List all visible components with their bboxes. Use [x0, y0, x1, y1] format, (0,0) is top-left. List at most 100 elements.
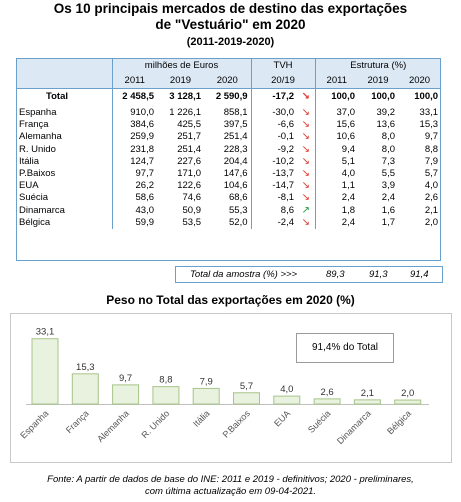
share-2019: 3,9 [381, 180, 396, 192]
share-2019: 39,2 [376, 107, 396, 119]
country-name: Itália [16, 155, 113, 168]
share-2011: 1,1 [341, 180, 356, 192]
share-2011: 4,0 [341, 168, 356, 180]
tvh-value: -0,1 [277, 131, 295, 143]
data-label: 2,6 [320, 387, 333, 398]
category-label: Espanha [18, 408, 50, 440]
trend-down-icon: ↘ [297, 143, 316, 156]
country-name: Alemanha [16, 131, 113, 144]
tvh-value: -14,7 [272, 180, 295, 192]
value-2011: 124,7 [130, 155, 154, 167]
category-label: R. Unido [139, 408, 171, 440]
share-2020: 8,8 [424, 143, 439, 155]
value-2011: 97,7 [135, 168, 155, 180]
country-name: França [16, 119, 113, 132]
table-row: Bélgica 59,9 53,5 52,0 -2,4 ↘ 2,4 1,7 2,0 [16, 216, 441, 229]
value-2011: 26,2 [135, 180, 155, 192]
value-2019: 53,5 [182, 216, 202, 228]
exports-table: milhões de Euros TVH Estrutura (%) 2011 … [16, 58, 442, 229]
structure-header: Estrutura (%) [315, 58, 442, 73]
title-line-2: de "Vestuário" em 2020 [155, 17, 306, 32]
share-2020: 9,7 [424, 131, 439, 143]
value-2020: 55,3 [204, 204, 252, 217]
country-name: Bélgica [16, 216, 113, 229]
corner-cell [16, 58, 113, 73]
data-label: 2,0 [401, 388, 414, 399]
value-2020: 397,5 [204, 119, 252, 132]
chart-title: Peso no Total das exportações em 2020 (%… [106, 293, 355, 307]
table-row: Alemanha 259,9 251,7 251,4 -0,1 ↘ 10,6 8,0 9,7 [16, 131, 441, 144]
source-line-2: com última actualização em 09-04-2021. [144, 486, 317, 497]
total-share-2020: 100,0 [414, 90, 439, 102]
share-2011: 1,8 [341, 204, 356, 216]
share-2020: 7,9 [424, 155, 439, 167]
bar-chart: 33,1 Espanha 15,3 França 9,7 Alemanha 8,8 R. Un… [18, 327, 429, 446]
tvh-value: -6,6 [277, 119, 295, 131]
trend-down-icon: ↘ [297, 192, 316, 205]
table-row: R. Unido 231,8 251,4 228,3 -9,2 ↘ 9,4 8,0 8,8 [16, 143, 441, 156]
value-2020: 147,6 [204, 167, 252, 181]
total-2011: 2 458,5 [122, 90, 154, 102]
share-2011: 15,6 [336, 119, 356, 131]
trend-down-icon: ↘ [297, 216, 316, 229]
share-2019: 1,6 [381, 204, 396, 216]
value-2019: 251,4 [177, 143, 201, 155]
total-tvh: -17,2 [272, 90, 295, 102]
trend-down-icon: ↘ [297, 119, 316, 132]
data-label: 15,3 [76, 362, 95, 373]
table-row: Espanha 910,0 1 226,1 858,1 -30,0 ↘ 37,0 39,2 33… [16, 107, 441, 120]
data-label: 7,9 [200, 376, 213, 387]
sample-2020: 91,4 [410, 269, 429, 280]
tvh-value: -30,0 [272, 107, 295, 119]
total-row: Total 2 458,5 3 128,1 2 590,9 -17,2 ↘ 10… [16, 88, 441, 104]
value-2011: 910,0 [130, 107, 154, 119]
share-2020: 33,1 [419, 107, 439, 119]
sample-2019: 91,3 [369, 269, 388, 280]
col-2011: 2011 [112, 73, 157, 89]
bar-dinamarca [353, 399, 381, 405]
value-2019: 74,6 [182, 192, 202, 204]
data-label: 5,7 [240, 381, 253, 392]
share-2020: 2,6 [424, 192, 439, 204]
trend-down-icon: ↘ [297, 167, 316, 181]
table-row: Suécia 58,6 74,6 68,6 -8,1 ↘ 2,4 2,4 2,6 [16, 192, 441, 205]
value-2011: 58,6 [135, 192, 155, 204]
total-2020: 2 590,9 [204, 88, 252, 104]
spacer-row [16, 104, 441, 107]
sample-total-row: Total da amostra (%) >>> 89,3 91,3 91,4 [175, 266, 443, 283]
value-2011: 231,8 [130, 143, 154, 155]
share-2019: 1,7 [381, 216, 396, 228]
col-share-2020: 2020 [398, 73, 442, 89]
data-label: 4,0 [280, 384, 293, 395]
col-2020: 2020 [204, 73, 252, 89]
data-label: 9,7 [119, 373, 132, 384]
value-2011: 259,9 [130, 131, 154, 143]
share-2019: 5,5 [381, 168, 396, 180]
share-2019: 8,0 [381, 143, 396, 155]
total-share-2019: 100,0 [371, 90, 396, 102]
bar-it-lia [192, 387, 220, 405]
table-row: EUA 26,2 122,6 104,6 -14,7 ↘ 1,1 3,9 4,0 [16, 180, 441, 193]
share-2011: 10,6 [336, 131, 356, 143]
value-2020: 251,4 [204, 131, 252, 144]
source-note: Fonte: A partir de dados de base do INE:… [0, 474, 461, 498]
data-label: 33,1 [36, 327, 55, 338]
col-share-2019: 2019 [358, 73, 399, 89]
share-2011: 37,0 [336, 107, 356, 119]
trend-down-icon: ↘ [297, 88, 316, 104]
col-tvh-period: 20/19 [251, 73, 316, 89]
share-2020: 4,0 [424, 180, 439, 192]
year-header-row: 2011 2019 2020 20/19 2011 2019 2020 [16, 73, 442, 89]
bar-p-baixos [233, 392, 260, 405]
share-2020: 5,7 [424, 168, 439, 180]
value-2020: 52,0 [204, 216, 252, 229]
corner-cell-2 [16, 73, 113, 89]
tvh-value: -13,7 [272, 168, 295, 180]
value-2011: 43,0 [135, 204, 155, 216]
col-2019: 2019 [157, 73, 204, 89]
value-2019: 50,9 [182, 204, 202, 216]
country-name: Suécia [16, 192, 113, 205]
share-2020: 2,1 [424, 204, 439, 216]
table-row: Itália 124,7 227,6 204,4 -10,2 ↘ 5,1 7,3 7,9 [16, 155, 441, 168]
bar-fran-a [71, 373, 99, 405]
